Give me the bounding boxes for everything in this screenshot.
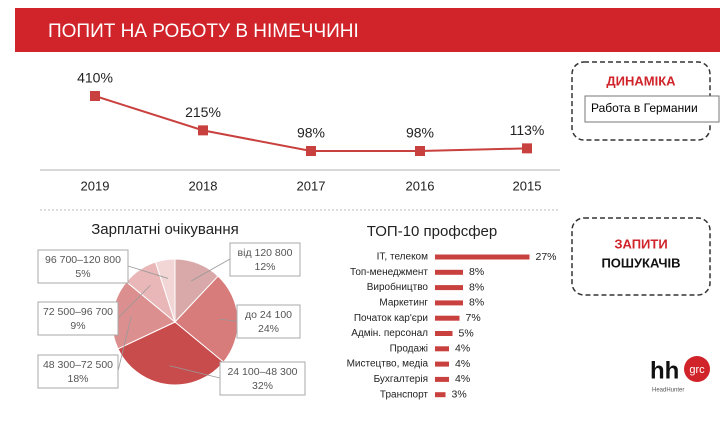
line: [94, 95, 528, 152]
bar: [435, 269, 463, 275]
chart-title: ТОП-10 профсфер: [367, 223, 497, 240]
bar: [435, 392, 446, 398]
logo-badge-text: grc: [689, 364, 705, 376]
x-tick-label: 2015: [513, 178, 542, 193]
slice-value: 32%: [252, 380, 273, 392]
box-text: ДИНАМІКА: [606, 73, 676, 88]
y-tick-label: Маркетинг: [379, 298, 428, 309]
value-label: 98%: [297, 125, 325, 141]
slice-label: до 24 100: [245, 309, 292, 321]
bar: [435, 346, 449, 352]
x-tick-label: 2019: [81, 178, 110, 193]
logo: hh: [650, 357, 679, 384]
value-label: 27%: [536, 251, 557, 263]
label-box: [236, 304, 301, 339]
slice-label: 24 100–48 300: [227, 366, 297, 378]
value-label: 8%: [469, 281, 484, 293]
tooltip-text: Работа в Германии: [591, 101, 698, 115]
label-box: [37, 249, 129, 284]
value-label: 98%: [406, 125, 434, 141]
y-tick-label: Мистецтво, медіа: [347, 359, 429, 370]
slice-value: 9%: [70, 320, 85, 332]
value-label: 4%: [455, 373, 470, 385]
y-tick-label: Адмін. персонал: [351, 328, 428, 339]
y-tick-label: Продажі: [390, 343, 428, 354]
value-label: 4%: [455, 358, 470, 370]
box: [571, 217, 711, 296]
leader-line: [218, 318, 238, 322]
slice-value: 12%: [254, 261, 275, 273]
leader-line: [191, 258, 231, 282]
value-label: 113%: [510, 122, 545, 138]
label-box: [229, 242, 301, 277]
bar: [435, 300, 463, 306]
y-tick-label: Виробництво: [367, 281, 429, 293]
header-title: ПОПИТ НА РОБОТУ В НІМЕЧЧИНІ: [48, 21, 359, 42]
chart-title: Зарплатні очікування: [91, 221, 239, 238]
value-label: 8%: [469, 297, 484, 309]
slice-value: 24%: [258, 323, 279, 335]
y-tick-label: Транспорт: [380, 389, 429, 400]
pie-slice: [117, 321, 225, 386]
header-band: [15, 8, 720, 52]
label-box: [37, 301, 119, 336]
slice-label: 96 700–120 800: [45, 254, 121, 266]
bar: [435, 315, 460, 321]
y-tick-label: IT, телеком: [377, 252, 428, 263]
leader-line: [127, 265, 169, 279]
leader-line: [169, 365, 221, 379]
point: [90, 91, 100, 101]
point: [198, 125, 208, 136]
value-label: 5%: [459, 327, 474, 339]
bar: [435, 361, 449, 367]
bar: [435, 376, 449, 382]
y-tick-label: Бухгалтерія: [374, 374, 428, 385]
bar: [435, 254, 530, 260]
label-box: [37, 354, 119, 389]
label-box: [219, 361, 306, 396]
value-label: 4%: [455, 343, 470, 355]
value-label: 7%: [466, 312, 481, 324]
point: [306, 146, 316, 156]
point: [415, 146, 425, 156]
slice-label: від 120 800: [238, 247, 293, 259]
slice-label: 48 300–72 500: [43, 359, 113, 371]
value-label: 215%: [185, 104, 221, 120]
x-tick-label: 2017: [297, 178, 326, 193]
pie-slice: [154, 258, 176, 323]
bar: [435, 285, 463, 291]
x-tick-label: 2018: [189, 178, 218, 193]
box-text: ПОШУКАЧІВ: [601, 255, 680, 270]
leader-line: [117, 285, 151, 319]
y-tick-label: Топ-менеджмент: [350, 267, 428, 278]
slice-value: 18%: [67, 373, 88, 385]
point: [522, 143, 532, 154]
bar: [435, 331, 453, 336]
value-label: 410%: [77, 70, 113, 86]
slice-label: 72 500–96 700: [43, 306, 113, 318]
logo-caption: HeadHunter: [652, 388, 684, 394]
value-label: 8%: [469, 266, 484, 278]
slice-value: 5%: [75, 268, 90, 280]
y-tick-label: Початок кар'єри: [354, 313, 428, 324]
tooltip: [584, 95, 720, 123]
box-text: ЗАПИТИ: [614, 236, 667, 251]
x-tick-label: 2016: [406, 178, 435, 193]
logo-badge: [684, 356, 710, 382]
value-label: 3%: [452, 388, 467, 400]
leader-line: [117, 316, 132, 372]
box: [571, 61, 711, 141]
